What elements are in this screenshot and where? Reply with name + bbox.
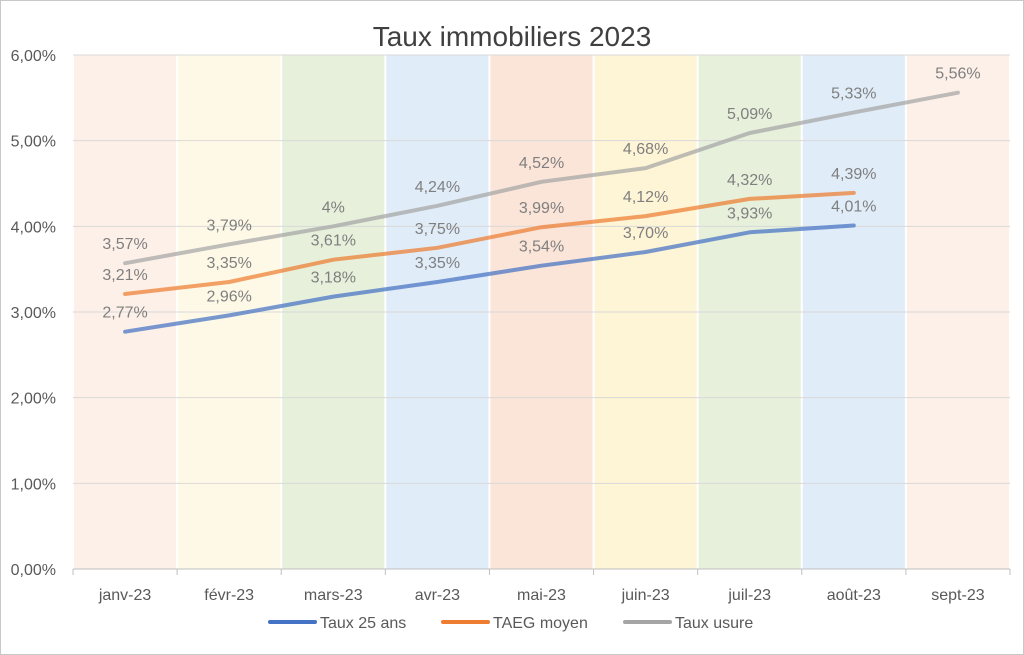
data-label: 3,21%: [102, 267, 147, 284]
data-label: 3,75%: [415, 221, 460, 238]
data-label: 3,79%: [206, 217, 251, 234]
data-label: 4,39%: [831, 166, 876, 183]
x-tick-label: août-23: [827, 587, 881, 604]
data-label: 3,35%: [415, 255, 460, 272]
data-label: 3,18%: [311, 270, 356, 287]
x-tick-label: juin-23: [621, 587, 670, 604]
data-label: 3,99%: [519, 200, 564, 217]
gridlines: [72, 54, 1011, 575]
legend-label: Taux 25 ans: [320, 615, 406, 632]
data-label: 4,52%: [519, 155, 564, 172]
x-axis-tick-labels: janv-23 févr-23 mars-23 avr-23 mai-23 juin-23…: [98, 587, 985, 604]
data-label: 5,09%: [727, 106, 772, 123]
data-label: 4,12%: [623, 189, 668, 206]
x-tick-label: juil-23: [727, 587, 771, 604]
y-tick-label: 0,00%: [11, 562, 56, 579]
legend-label: TAEG moyen: [493, 615, 588, 632]
x-tick-label: janv-23: [98, 587, 152, 604]
data-label: 5,33%: [831, 85, 876, 102]
y-tick-label: 2,00%: [11, 391, 56, 408]
y-tick-label: 4,00%: [11, 219, 56, 236]
data-label: 4%: [322, 199, 345, 216]
legend-label: Taux usure: [675, 615, 753, 632]
series-line: [123, 90, 960, 266]
x-tick-label: mai-23: [517, 587, 566, 604]
x-tick-label: févr-23: [204, 587, 254, 604]
legend: Taux 25 ans TAEG moyen Taux usure: [268, 615, 753, 632]
data-label: 3,54%: [519, 239, 564, 256]
data-labels: 2,77% 2,96% 3,18% 3,35% 3,54% 3,70% 3,93% 4,01%…: [102, 66, 980, 322]
x-tick-label: sept-23: [931, 587, 984, 604]
data-label: 4,24%: [415, 179, 460, 196]
chart-title: Taux immobiliers 2023: [373, 21, 652, 52]
data-label: 4,68%: [623, 141, 668, 158]
data-label: 4,32%: [727, 172, 772, 189]
data-label: 3,61%: [311, 233, 356, 250]
data-label: 3,93%: [727, 205, 772, 222]
data-label: 2,77%: [102, 305, 147, 322]
series-lines: [123, 90, 960, 334]
data-label: 5,56%: [935, 66, 980, 83]
data-label: 3,35%: [206, 255, 251, 272]
y-axis-tick-labels: 0,00% 1,00% 2,00% 3,00% 4,00% 5,00% 6,00%: [11, 48, 56, 579]
y-tick-label: 5,00%: [11, 134, 56, 151]
x-tick-label: mars-23: [304, 587, 363, 604]
x-tick-label: avr-23: [415, 587, 460, 604]
y-tick-label: 6,00%: [11, 48, 56, 65]
y-tick-label: 3,00%: [11, 305, 56, 322]
series-line: [123, 223, 856, 334]
data-label: 3,57%: [102, 236, 147, 253]
data-label: 2,96%: [206, 288, 251, 305]
y-tick-label: 1,00%: [11, 476, 56, 493]
data-label: 4,01%: [831, 198, 876, 215]
series-line: [123, 190, 856, 296]
data-label: 3,70%: [623, 225, 668, 242]
